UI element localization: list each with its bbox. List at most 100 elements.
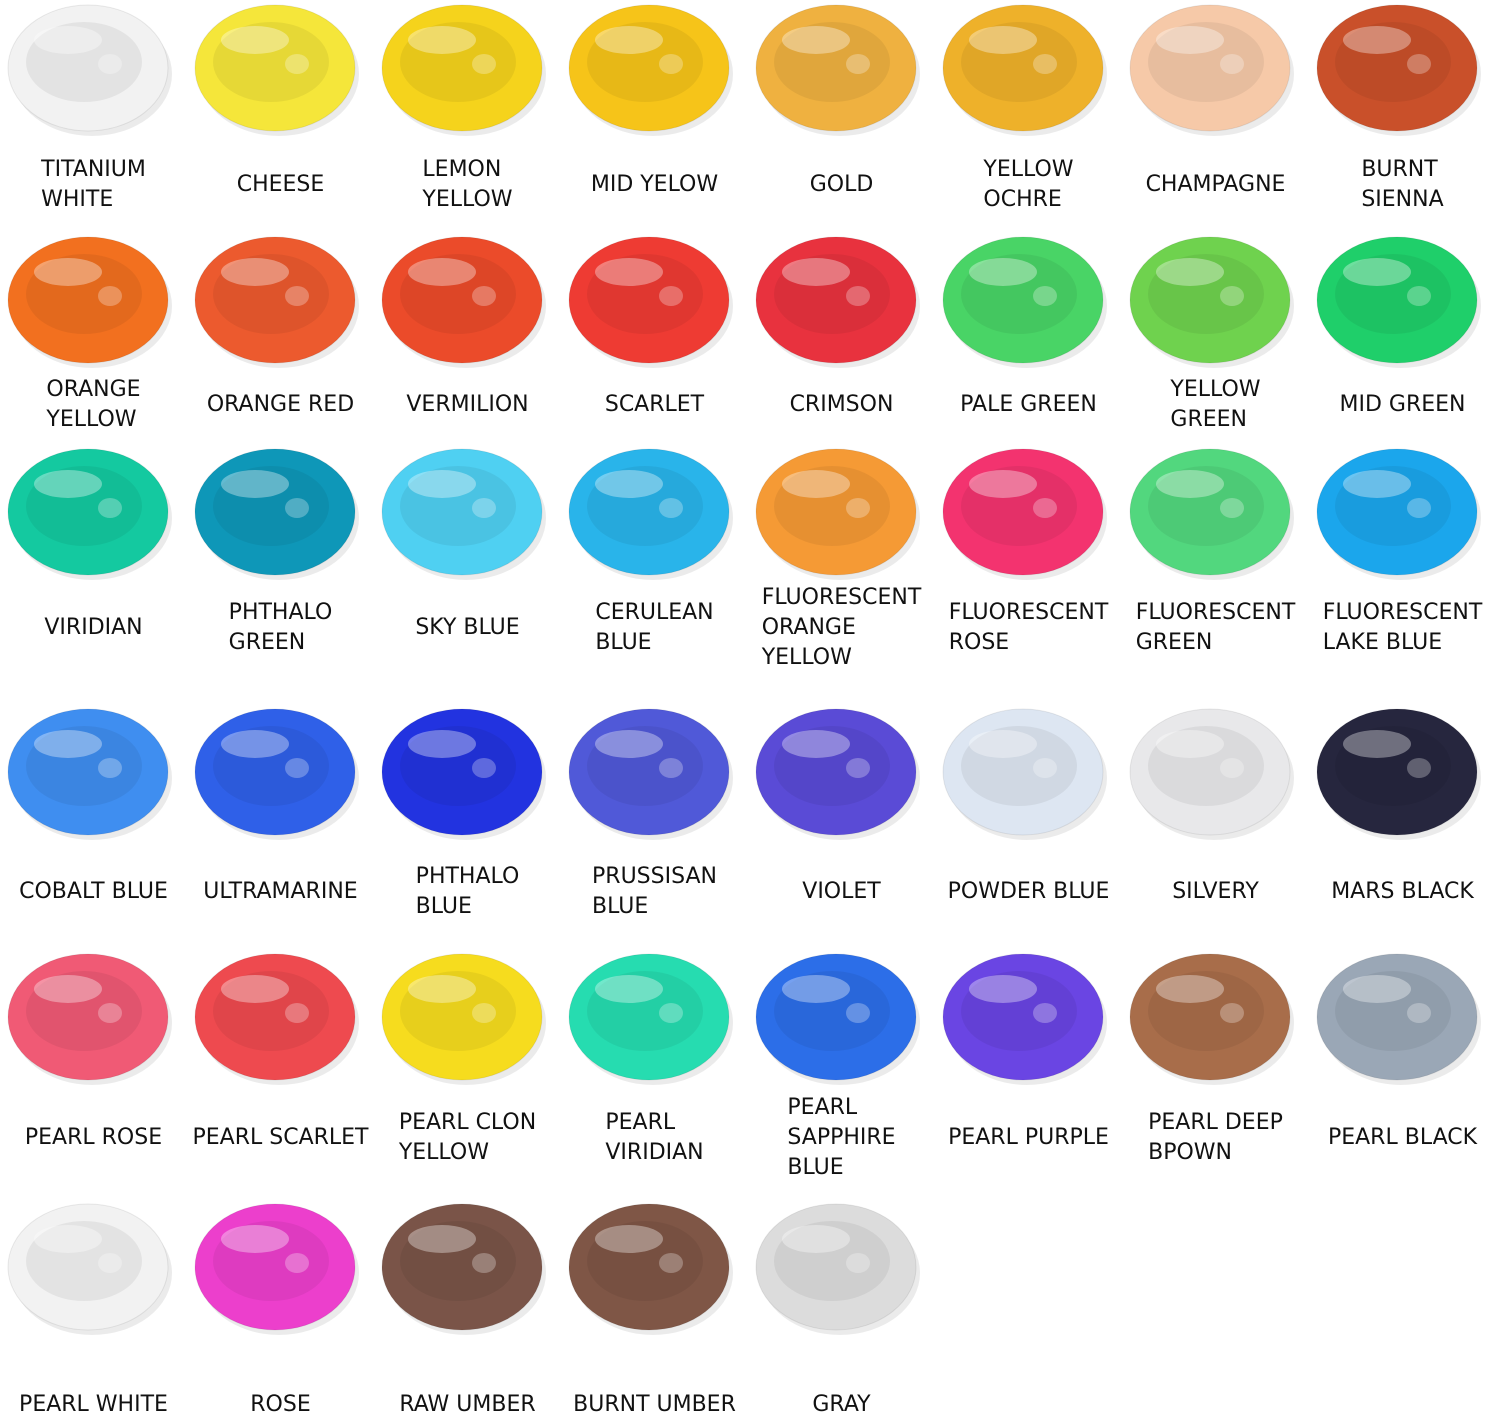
- swatch-highlight: [782, 258, 850, 286]
- swatch-highlight: [34, 26, 102, 54]
- paint-swatch: [942, 448, 1107, 580]
- label-block: SKY BLUE: [415, 613, 519, 643]
- label-line: CHEESE: [236, 172, 325, 197]
- color-label: VERMILION: [374, 390, 561, 420]
- swatch-body: [755, 4, 917, 132]
- swatch-well: [774, 466, 890, 546]
- label-block: BURNT UMBER: [573, 1390, 736, 1419]
- swatch-body: [7, 953, 169, 1081]
- color-label: LEMON YELLOW: [374, 155, 561, 215]
- label-line: CERULEAN: [595, 600, 714, 625]
- color-label: ROSE: [187, 1390, 374, 1419]
- swatch-well: [1335, 22, 1451, 102]
- swatch-drop: [846, 758, 870, 778]
- label-block: MARS BLACK: [1331, 877, 1474, 907]
- label-block: FLUORESCENT ROSE: [949, 598, 1109, 658]
- label-block: ULTRAMARINE: [203, 877, 357, 907]
- paint-swatch: [942, 953, 1107, 1085]
- paint-swatch: [381, 953, 546, 1085]
- color-label: ORANGE RED: [187, 390, 374, 420]
- paint-swatch: [755, 448, 920, 580]
- swatch-drop: [98, 286, 122, 306]
- swatch-body: [194, 448, 356, 576]
- swatch-well: [774, 254, 890, 334]
- swatch-body: [1129, 953, 1291, 1081]
- swatch-well: [26, 466, 142, 546]
- swatch-highlight: [1156, 26, 1224, 54]
- swatch-body: [194, 953, 356, 1081]
- color-label: SILVERY: [1122, 877, 1309, 907]
- label-block: CERULEAN BLUE: [595, 598, 713, 658]
- label-line: LEMON: [422, 157, 502, 182]
- label-line: FLUORESCENT: [948, 600, 1109, 625]
- swatch-highlight: [1156, 975, 1224, 1003]
- swatch-highlight: [595, 258, 663, 286]
- swatch-body: [568, 4, 730, 132]
- label-line: PEARL CLON: [398, 1110, 537, 1135]
- paint-swatch: [381, 236, 546, 368]
- color-label: MARS BLACK: [1309, 877, 1496, 907]
- swatch-highlight: [221, 1225, 289, 1253]
- swatch-body: [1129, 448, 1291, 576]
- swatch-well: [1148, 254, 1264, 334]
- label-line: VIRIDIAN: [605, 1140, 704, 1165]
- swatch-well: [400, 466, 516, 546]
- swatch-drop: [285, 286, 309, 306]
- swatch-body: [755, 1203, 917, 1331]
- color-label: VIRIDIAN: [0, 613, 187, 643]
- swatch-body: [194, 1203, 356, 1331]
- paint-swatch: [194, 448, 359, 580]
- swatch-body: [1129, 4, 1291, 132]
- color-label: PEARL SAPPHIRE BLUE: [748, 1093, 935, 1183]
- color-label: GRAY: [748, 1390, 935, 1419]
- swatch-highlight: [34, 730, 102, 758]
- swatch-well: [774, 1221, 890, 1301]
- swatch-well: [213, 22, 329, 102]
- swatch-well: [213, 726, 329, 806]
- label-block: ROSE: [250, 1390, 310, 1419]
- swatch-well: [26, 726, 142, 806]
- swatch-highlight: [595, 730, 663, 758]
- label-line: ULTRAMARINE: [203, 879, 358, 904]
- paint-swatch: [194, 708, 359, 840]
- swatch-drop: [846, 1253, 870, 1273]
- paint-swatch: [568, 4, 733, 136]
- label-line: CRIMSON: [789, 392, 894, 417]
- swatch-highlight: [1343, 730, 1411, 758]
- swatch-well: [961, 971, 1077, 1051]
- swatch-body: [755, 448, 917, 576]
- label-line: BPOWN: [1148, 1140, 1232, 1165]
- label-line: FLUORESCENT: [1135, 600, 1296, 625]
- paint-swatch: [568, 1203, 733, 1335]
- paint-swatch: [7, 953, 172, 1085]
- swatch-highlight: [34, 975, 102, 1003]
- swatch-drop: [285, 1253, 309, 1273]
- swatch-drop: [1033, 758, 1057, 778]
- label-line: PHTHALO: [228, 600, 333, 625]
- swatch-highlight: [1343, 258, 1411, 286]
- color-label: VIOLET: [748, 877, 935, 907]
- paint-swatch: [568, 448, 733, 580]
- color-label: YELLOW GREEN: [1122, 375, 1309, 435]
- paint-swatch: [755, 236, 920, 368]
- swatch-highlight: [221, 730, 289, 758]
- swatch-drop: [1220, 54, 1244, 74]
- label-block: GOLD: [810, 170, 874, 200]
- swatch-drop: [659, 54, 683, 74]
- paint-swatch: [1316, 448, 1481, 580]
- swatch-well: [587, 971, 703, 1051]
- label-line: YELLOW: [398, 1140, 489, 1165]
- label-line: PEARL PURPLE: [948, 1125, 1109, 1150]
- swatch-highlight: [1343, 26, 1411, 54]
- label-block: BURNT SIENNA: [1361, 155, 1443, 215]
- swatch-highlight: [969, 26, 1037, 54]
- color-label: FLUORESCENT ORANGE YELLOW: [748, 583, 935, 673]
- swatch-well: [400, 1221, 516, 1301]
- label-line: SCARLET: [604, 392, 705, 417]
- label-line: PEARL SCARLET: [192, 1125, 369, 1150]
- swatch-body: [381, 236, 543, 364]
- label-block: LEMON YELLOW: [422, 155, 512, 215]
- swatch-body: [942, 236, 1104, 364]
- swatch-well: [1148, 726, 1264, 806]
